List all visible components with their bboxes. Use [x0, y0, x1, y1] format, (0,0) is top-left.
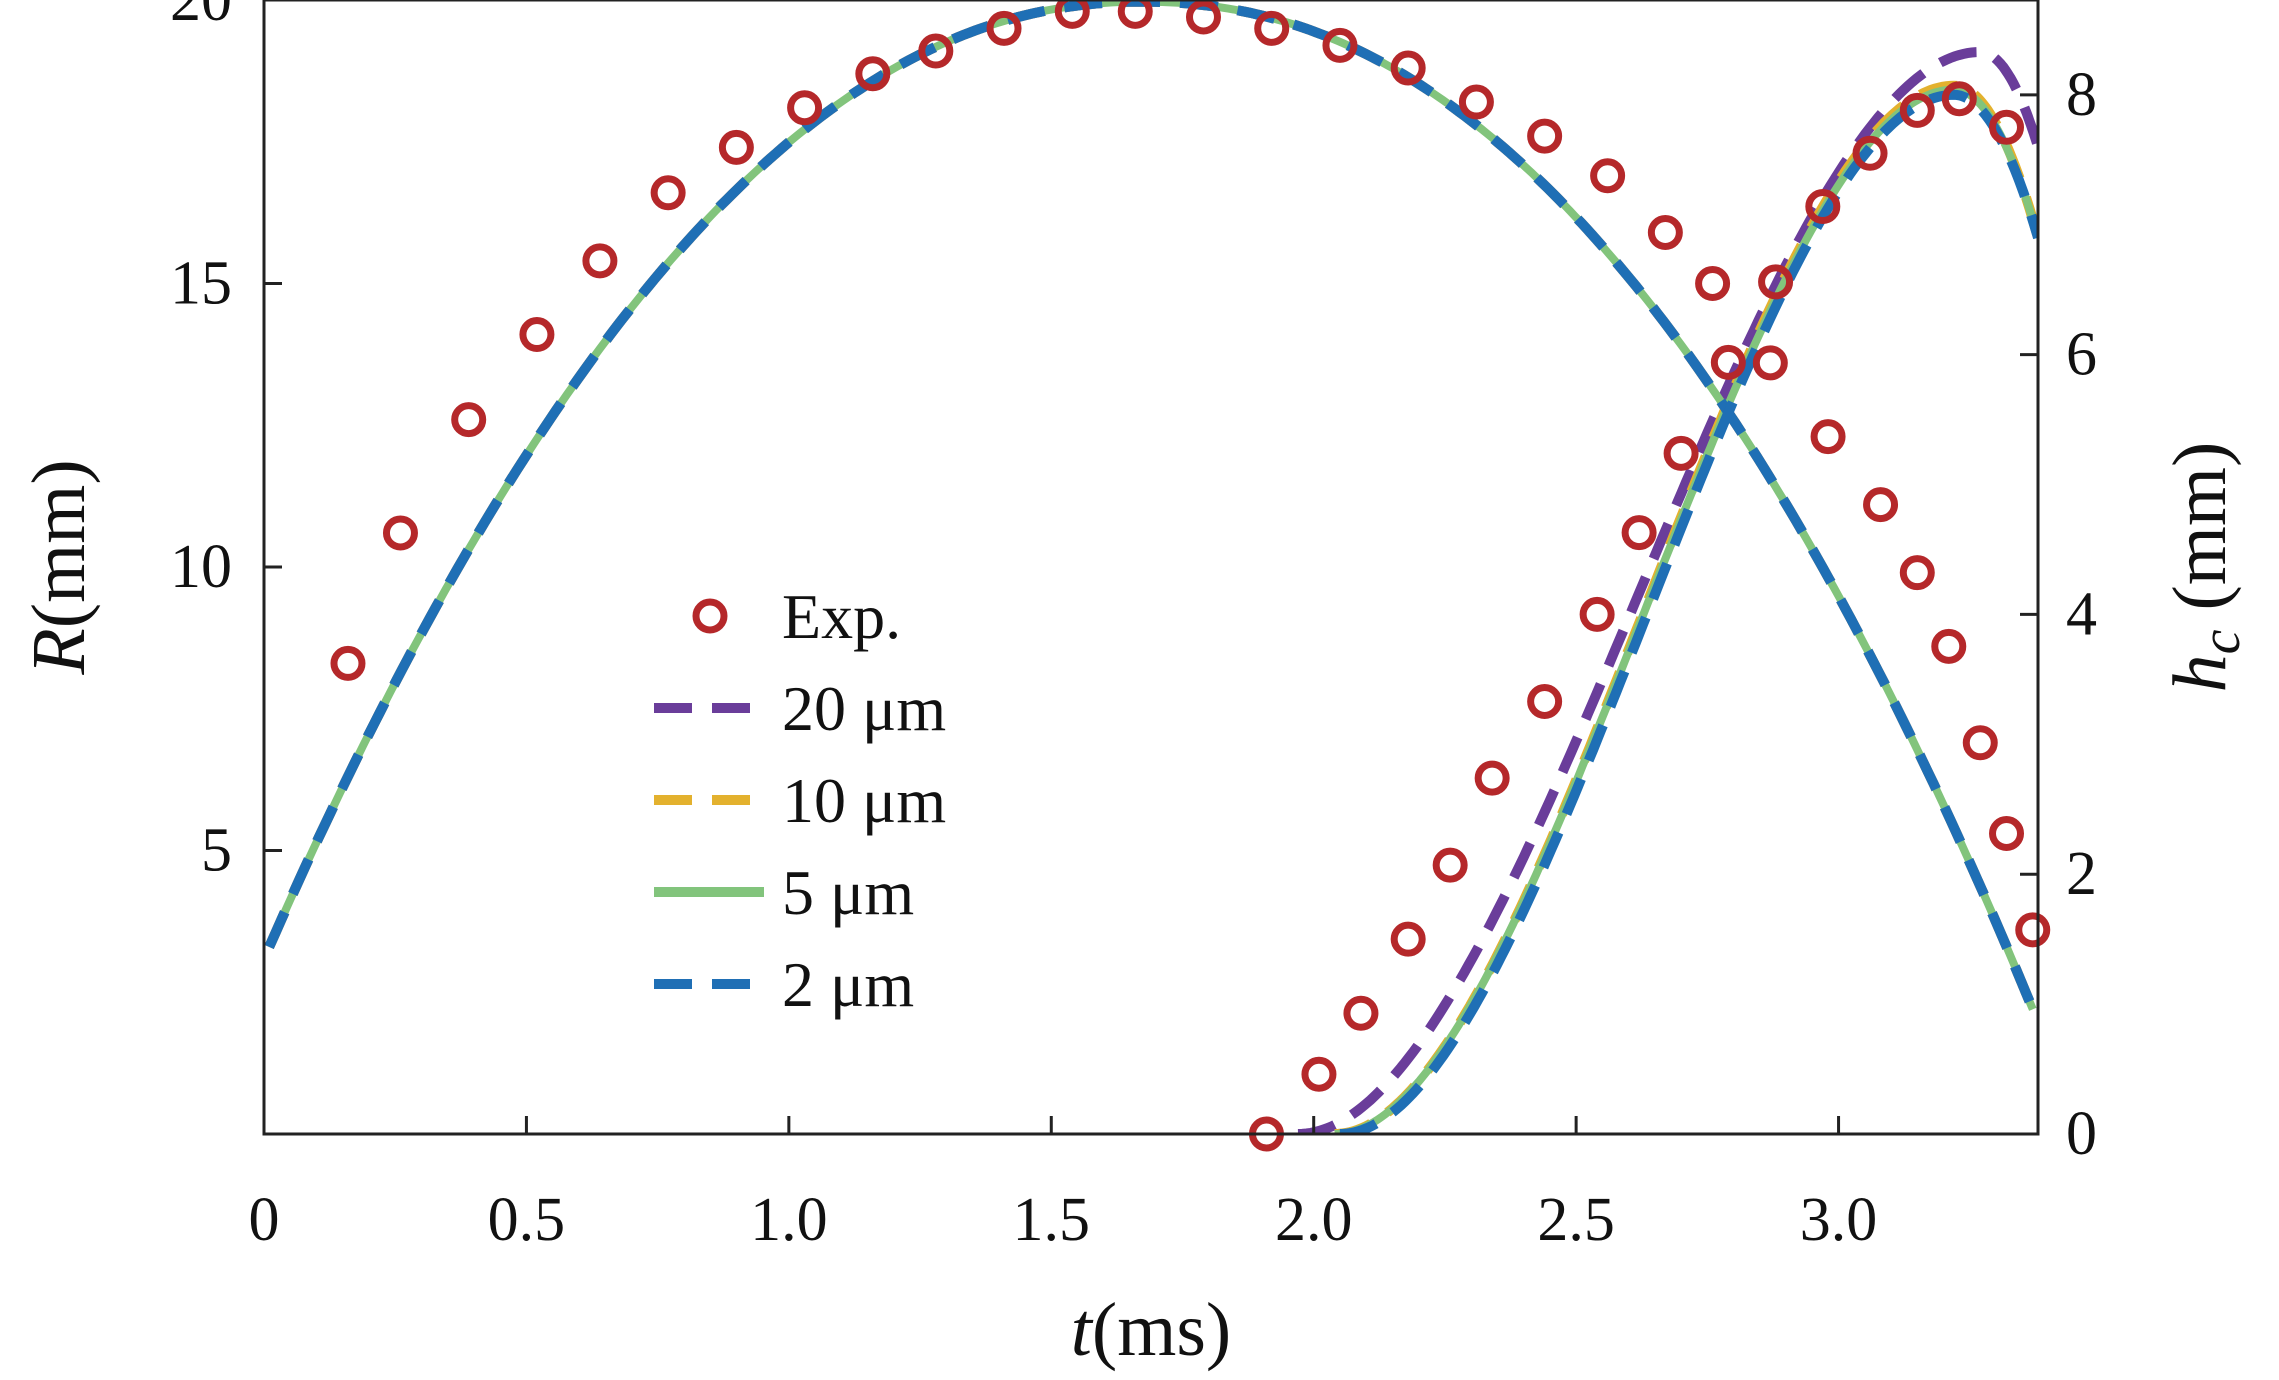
exp-point-radius — [650, 175, 686, 211]
y-left-tick-label: 20 — [170, 0, 232, 34]
exp-point-thickness — [1621, 515, 1657, 551]
legend: Exp. 20 μm 10 μm 5 μm 2 μm — [654, 581, 946, 1020]
exp-point-radius — [1810, 419, 1846, 455]
exp-point-radius — [1695, 266, 1731, 301]
exp-point-radius — [855, 56, 891, 92]
x-axis-title: t(ms) — [1071, 1288, 1231, 1372]
exp-point-radius — [1962, 725, 1998, 761]
exp-point-thickness — [1899, 92, 1935, 128]
exp-point-radius — [2015, 912, 2051, 948]
exp-point-thickness — [1343, 995, 1379, 1031]
exp-point-radius — [1899, 555, 1935, 591]
exp-point-thickness — [1805, 189, 1841, 225]
radius-curve — [264, 0, 2038, 1012]
x-tick-label: 1.5 — [1013, 1186, 1091, 1254]
thickness-curve — [1297, 47, 2038, 1134]
x-tick-label: 2.5 — [1537, 1186, 1615, 1254]
y-right-tick-label: 8 — [2066, 61, 2097, 129]
exp-point-radius — [1185, 0, 1221, 35]
exp-point-radius — [382, 515, 418, 551]
exp-point-radius — [1117, 0, 1153, 29]
thickness-curve — [1334, 85, 2038, 1134]
y-left-tick-label: 5 — [201, 817, 232, 885]
exp-point-thickness — [1852, 135, 1888, 171]
y-left-tick-label: 15 — [170, 250, 232, 318]
radius-curve — [264, 0, 2038, 1012]
y-right-tick-label: 2 — [2066, 840, 2097, 908]
exp-point-radius — [1752, 345, 1788, 381]
plot-frame — [262, 0, 2040, 1136]
y-right-tick-label: 4 — [2066, 580, 2097, 648]
exp-point-radius — [1989, 815, 2025, 851]
y-right-tick-label: 0 — [2066, 1100, 2097, 1168]
curve-layer — [264, 0, 2038, 1134]
x-tick-label: 0 — [249, 1186, 280, 1254]
legend-label: 5 μm — [782, 857, 914, 928]
exp-point-radius — [1054, 0, 1090, 29]
exp-point-radius — [330, 645, 366, 681]
exp-point-radius — [1322, 27, 1358, 63]
exp-point-thickness — [1390, 921, 1426, 957]
radius-curve — [264, 0, 2038, 1012]
x-tick-label: 1.0 — [750, 1186, 828, 1254]
legend-label: 2 μm — [782, 949, 914, 1020]
exp-point-thickness — [1989, 109, 2025, 145]
x-tick-label: 0.5 — [488, 1186, 566, 1254]
y-axis-left: 5 10 15 20 — [170, 0, 282, 885]
exp-point-radius — [787, 90, 823, 126]
exp-point-radius — [918, 33, 954, 69]
y-right-tick-label: 6 — [2066, 321, 2097, 389]
exp-point-thickness — [1301, 1056, 1337, 1092]
legend-label: 20 μm — [782, 673, 946, 744]
thickness-curve — [1334, 80, 2038, 1134]
exp-point-thickness — [1663, 435, 1699, 471]
exp-point-radius — [1390, 50, 1426, 86]
legend-label: Exp. — [782, 581, 901, 652]
exp-point-radius — [1931, 628, 1967, 664]
exp-point-thickness — [1432, 847, 1468, 883]
exp-point-thickness — [1474, 760, 1510, 796]
x-tick-label: 3.0 — [1800, 1186, 1878, 1254]
exp-point-thickness — [1941, 81, 1977, 117]
y-axis-right-title: hc (mm) — [2158, 442, 2252, 693]
legend-marker — [692, 598, 728, 634]
exp-point-radius — [1458, 84, 1494, 120]
exp-point-radius — [1863, 487, 1899, 523]
exp-point-radius — [1647, 214, 1683, 250]
exp-point-radius — [1254, 10, 1290, 46]
exp-point-radius — [986, 10, 1022, 46]
x-axis: 0 0.5 1.0 1.5 2.0 2.5 3.0 — [249, 1116, 1878, 1254]
exp-point-thickness — [1710, 344, 1746, 380]
exp-point-radius — [519, 317, 555, 353]
exp-point-thickness — [1527, 683, 1563, 719]
exp-point-radius — [451, 402, 487, 438]
legend-label: 10 μm — [782, 765, 946, 836]
y-axis-left-title: R(mm) — [17, 459, 101, 675]
y-axis-right: 0 2 4 6 8 — [2020, 61, 2097, 1168]
exp-point-radius — [582, 243, 618, 279]
exp-point-thickness — [1758, 264, 1794, 300]
exp-point-radius — [718, 129, 754, 165]
thickness-curve — [1339, 89, 2038, 1134]
exp-point-thickness — [1579, 596, 1615, 632]
marker-layer — [330, 0, 2051, 1152]
exp-point-radius — [1527, 118, 1563, 154]
exp-point-radius — [1590, 158, 1626, 194]
y-left-tick-label: 10 — [170, 533, 232, 601]
x-tick-label: 2.0 — [1275, 1186, 1353, 1254]
radius-curve — [265, 0, 2037, 1011]
